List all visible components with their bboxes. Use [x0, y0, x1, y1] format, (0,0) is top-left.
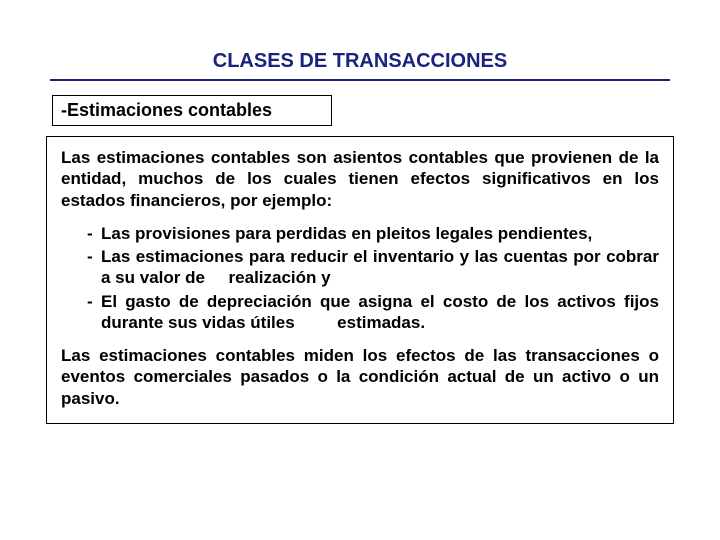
page-title: CLASES DE TRANSACCIONES	[40, 50, 680, 73]
title-divider	[50, 79, 670, 81]
content-box: Las estimaciones contables son asientos …	[46, 136, 674, 424]
subtitle-text: -Estimaciones contables	[61, 100, 272, 120]
list-item: El gasto de depreciación que asigna el c…	[87, 291, 659, 334]
intro-paragraph: Las estimaciones contables son asientos …	[61, 147, 659, 211]
list-item: Las estimaciones para reducir el inventa…	[87, 246, 659, 289]
closing-paragraph: Las estimaciones contables miden los efe…	[61, 345, 659, 409]
bullet-list: Las provisiones para perdidas en pleitos…	[61, 223, 659, 333]
list-item: Las provisiones para perdidas en pleitos…	[87, 223, 659, 244]
subtitle-box: -Estimaciones contables	[52, 95, 332, 126]
